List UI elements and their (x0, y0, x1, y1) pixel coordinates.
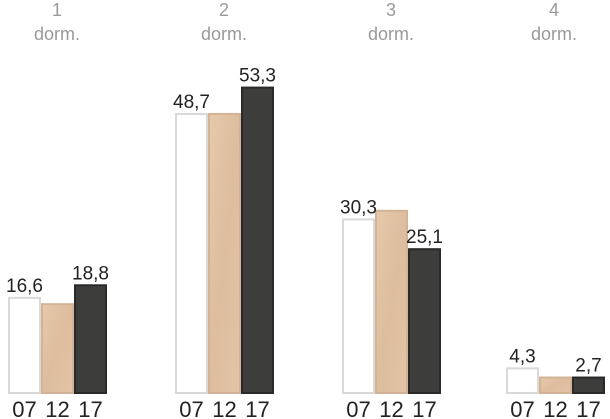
x-tick-g2-12: 12 (212, 397, 236, 419)
group-label-3: dorm. (368, 24, 414, 44)
bar-g4-s07 (506, 367, 539, 394)
value-label-g1-s17: 18,8 (72, 263, 109, 284)
bar-g1-s07 (8, 296, 41, 394)
group-headers: 1 dorm. 2 dorm. 3 dorm. 4 dorm. (34, 0, 577, 44)
x-tick-g4-17: 17 (576, 397, 600, 419)
value-label-g3-s17: 25,1 (406, 227, 443, 248)
bar-g2-s17 (241, 86, 274, 394)
x-tick-g4-12: 12 (543, 397, 567, 419)
value-label-g4-s07: 4,3 (509, 346, 535, 367)
value-label-g4-s17: 2,7 (575, 356, 601, 377)
x-tick-g3-12: 12 (379, 397, 403, 419)
bar-g2-s07 (175, 112, 208, 394)
bar-g4-s12 (539, 376, 572, 394)
bar-g3-s17 (408, 248, 441, 394)
value-label-g2-s07: 48,7 (173, 92, 210, 113)
value-labels-layer: 16,6 18,8 48,7 53,3 30,3 25,1 4,3 2,7 (6, 66, 602, 377)
x-tick-g4-07: 07 (510, 397, 534, 419)
x-tick-g2-17: 17 (245, 397, 269, 419)
group-label-2: dorm. (201, 24, 247, 44)
bar-g4-s17 (572, 376, 605, 394)
value-label-g1-s07: 16,6 (6, 276, 43, 297)
x-tick-g3-17: 17 (412, 397, 436, 419)
group-number-2: 2 (219, 0, 229, 20)
bar-g2-s12 (208, 112, 241, 394)
value-label-g3-s07: 30,3 (340, 197, 377, 218)
bar-g3-s07 (342, 218, 375, 394)
x-tick-g2-07: 07 (179, 397, 203, 419)
group-number-4: 4 (549, 0, 559, 20)
group-label-1: dorm. (34, 24, 80, 44)
x-tick-g1-12: 12 (45, 397, 69, 419)
x-tick-g3-07: 07 (346, 397, 370, 419)
value-label-g2-s17: 53,3 (239, 66, 276, 87)
x-tick-g1-07: 07 (12, 397, 36, 419)
group-number-1: 1 (52, 0, 62, 20)
bars-layer (8, 86, 605, 394)
bar-g1-s17 (74, 284, 107, 394)
bar-g3-s12 (375, 209, 408, 394)
bar-g1-s12 (41, 303, 74, 394)
group-label-4: dorm. (531, 24, 577, 44)
x-tick-g1-17: 17 (78, 397, 102, 419)
x-tick-labels-layer: 07 12 17 07 12 17 07 12 17 07 12 17 (12, 397, 600, 419)
group-number-3: 3 (386, 0, 396, 20)
